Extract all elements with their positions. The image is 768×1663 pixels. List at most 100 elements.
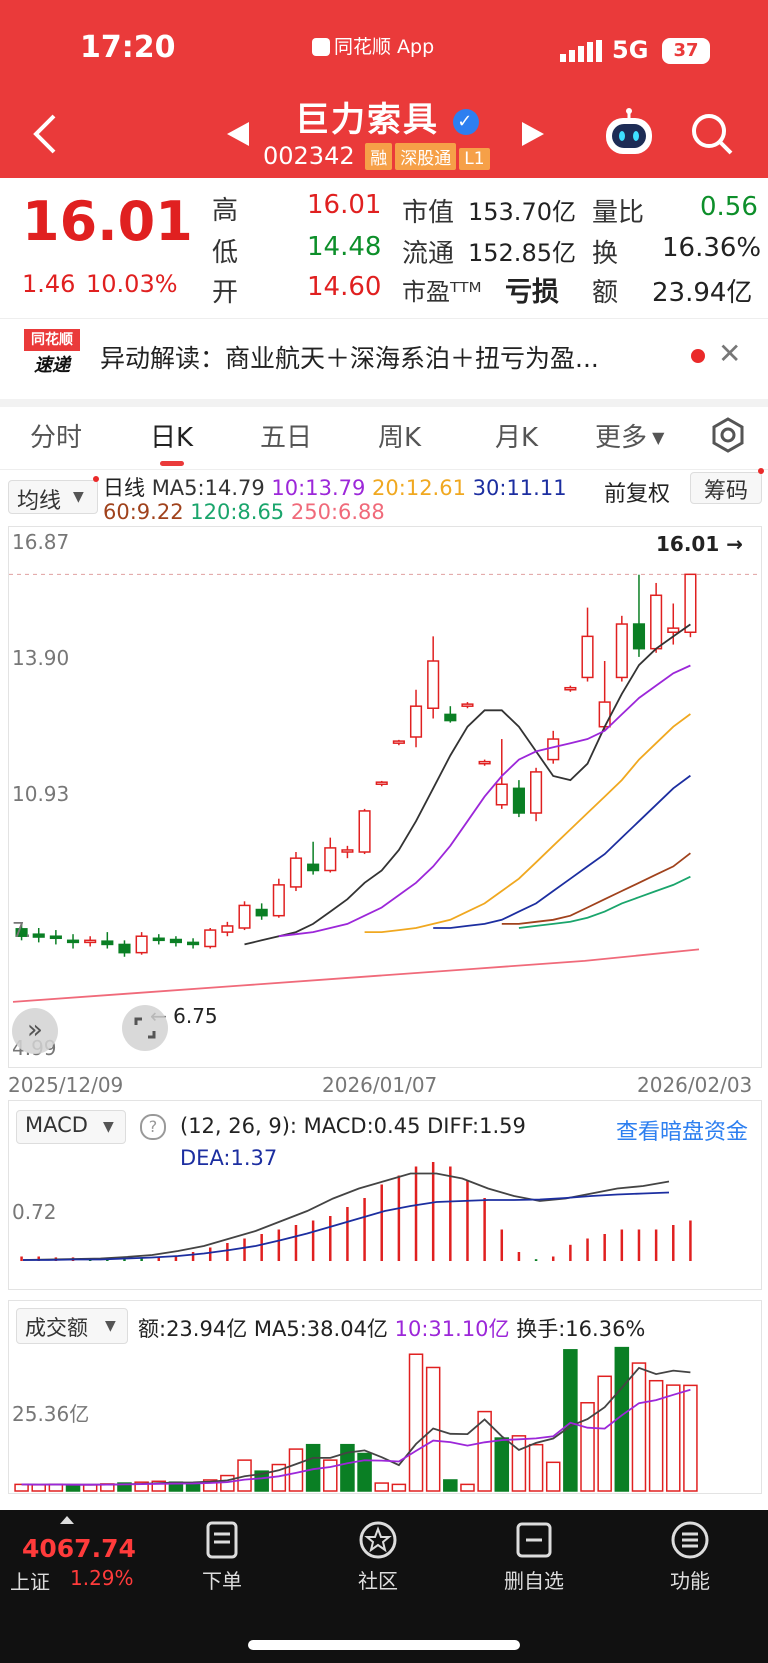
back-button[interactable] (30, 112, 70, 162)
expand-arrow-icon[interactable] (60, 1516, 74, 1524)
tag-margin: 融 (365, 143, 393, 170)
indicator-dropdown[interactable]: 均线 ▼ (8, 480, 98, 514)
volume-panel[interactable] (8, 1300, 762, 1494)
nav-functions-label: 功能 (670, 1569, 710, 1593)
tab-more-label: 更多 (595, 423, 648, 453)
help-icon[interactable]: ? (140, 1114, 166, 1140)
ma20-legend: 20:12.61 (372, 476, 466, 500)
tab-more[interactable]: 更多 ▼ (595, 417, 664, 454)
prev-stock-button[interactable] (225, 120, 251, 152)
network-label: 5G (612, 36, 649, 64)
volume-bar (666, 1384, 681, 1492)
y-axis-label-2: 13.90 (12, 646, 70, 670)
community-icon (359, 1521, 397, 1559)
candle-body (530, 771, 543, 814)
chevron-down-icon: ▼ (73, 489, 84, 505)
volume-bar (357, 1452, 372, 1492)
order-icon (206, 1521, 238, 1559)
nav-order[interactable]: 下单 (162, 1520, 282, 1594)
remove-watchlist-icon (516, 1522, 552, 1558)
tab-weekly-k[interactable]: 周K (378, 423, 422, 453)
tab-intraday[interactable]: 分时 (30, 423, 83, 453)
status-time: 17:20 (80, 30, 176, 65)
volume-bar (82, 1484, 98, 1492)
nav-remove-watchlist[interactable]: 删自选 (474, 1520, 594, 1594)
tab-five-day[interactable]: 五日 (260, 423, 313, 453)
macd-dropdown[interactable]: MACD ▼ (16, 1110, 126, 1144)
kline-chart[interactable] (8, 526, 762, 1068)
index-value[interactable]: 4067.74 (22, 1534, 136, 1563)
candle-body (581, 635, 594, 679)
signal-icon (560, 40, 602, 68)
volume-bar (323, 1459, 338, 1492)
candle-body (101, 940, 114, 946)
ma20-line (364, 713, 691, 933)
verified-icon: ✓ (452, 109, 479, 135)
battery-level: 37 (673, 40, 699, 61)
vol-ratio-value: 0.56 (700, 192, 758, 222)
y-axis-label-4: 7. (12, 918, 32, 942)
ma60-legend: 60:9.22 (103, 500, 184, 524)
ma5-line (244, 623, 691, 946)
macd-panel[interactable] (8, 1100, 762, 1290)
macd-diff-line (22, 1172, 670, 1261)
candle-body (392, 740, 405, 744)
settings-icon[interactable] (710, 417, 746, 457)
tab-daily-k[interactable]: 日K (150, 423, 194, 453)
candle-body (684, 573, 697, 633)
x-axis-label-end: 2026/02/03 (637, 1073, 753, 1097)
fullscreen-icon (134, 1017, 156, 1039)
nav-remove-watchlist-label: 删自选 (504, 1569, 564, 1593)
volume-dropdown[interactable]: 成交额 ▼ (16, 1308, 128, 1344)
search-icon[interactable] (690, 112, 734, 160)
low-price-marker-text: 6.75 (173, 1004, 218, 1028)
battery-icon: 37 (662, 38, 710, 64)
ma-legend-row1: 日线 MA5:14.79 10:13.79 20:12.61 30:11.11 (103, 472, 567, 502)
float-label: 流通 (402, 239, 455, 269)
volume-bar (220, 1474, 235, 1492)
last-price: 16.01 (22, 190, 193, 253)
volume-amount: 额:23.94亿 (138, 1317, 248, 1341)
header-bar: 17:20 同花顺 App 5G 37 巨力索具 ✓ 002342 融深股通 L1 (0, 0, 768, 178)
amount-value: 23.94亿 (652, 278, 753, 308)
candle-body (135, 935, 148, 954)
nav-functions[interactable]: 功能 (630, 1520, 750, 1594)
macd-diff: DIFF:1.59 (427, 1114, 526, 1138)
volume-bar (391, 1483, 407, 1492)
adjust-label[interactable]: 前复权 (604, 482, 671, 507)
chevron-down-icon: ▼ (647, 428, 665, 447)
next-stock-button[interactable] (520, 120, 546, 152)
robot-assistant-icon[interactable] (603, 108, 655, 162)
candle-body (341, 849, 354, 853)
volume-bar (288, 1448, 304, 1492)
volume-ma10-line (21, 1388, 691, 1486)
pe-label: 市盈ᵀᵀᴹ (402, 278, 482, 306)
nav-community[interactable]: 社区 (318, 1520, 438, 1594)
expand-chart-button[interactable]: » (12, 1008, 58, 1054)
tab-monthly-k[interactable]: 月K (495, 423, 539, 453)
news-logo: 同花顺 速递 (24, 329, 80, 381)
news-text[interactable]: 异动解读：商业航天＋深海系泊＋扭亏为盈... (100, 344, 599, 373)
candle-body (375, 781, 388, 785)
candle-body (427, 660, 440, 709)
candle-body (204, 929, 217, 948)
notification-dot-icon (93, 476, 99, 482)
home-indicator (248, 1640, 520, 1650)
mktcap-value: 153.70亿 (468, 198, 576, 226)
float-value: 152.85亿 (468, 239, 576, 267)
candle-body (15, 928, 28, 937)
dark-pool-link[interactable]: 查看暗盘资金 (616, 1120, 749, 1145)
open-label: 开 (212, 278, 239, 308)
volume-bar (563, 1349, 578, 1492)
news-close-icon[interactable]: ✕ (718, 337, 742, 370)
candle-body (32, 933, 45, 938)
candle-body (272, 884, 285, 917)
candle-body (289, 857, 303, 888)
fullscreen-button[interactable] (122, 1005, 168, 1051)
stock-code-row: 002342 融深股通 L1 (263, 142, 490, 170)
news-banner[interactable]: 同花顺 速递 异动解读：商业航天＋深海系泊＋扭亏为盈... ✕ (0, 318, 768, 407)
candle-body (667, 627, 680, 633)
chip-distribution-button[interactable]: 筹码 (690, 472, 762, 504)
macd-values: (12, 26, 9): MACD:0.45 DIFF:1.59 (180, 1114, 526, 1138)
volume-bar (134, 1481, 149, 1492)
